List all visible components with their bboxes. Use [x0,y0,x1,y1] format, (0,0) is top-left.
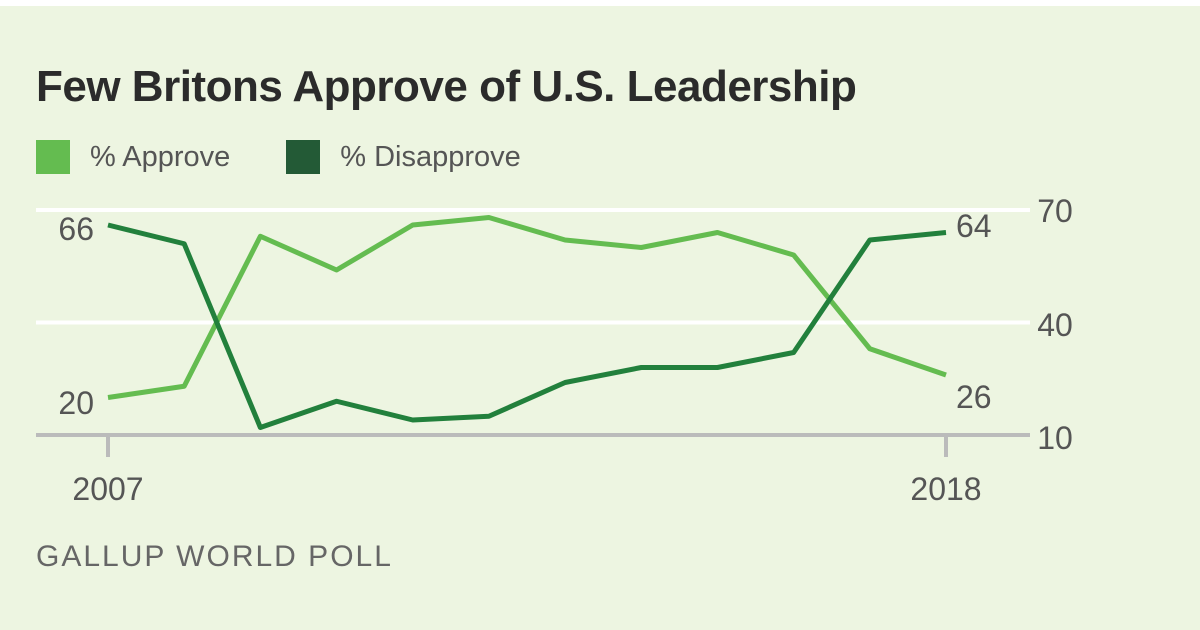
series-line-disapprove [107,222,947,430]
series-line-approve [107,215,947,400]
y-tick-40: 40 [1037,307,1073,343]
y-tick-70: 70 [1037,193,1073,229]
label-approve-start: 20 [58,385,94,421]
x-tick-2007: 2007 [72,471,143,507]
label-disapprove-start: 66 [58,211,94,247]
legend-item-disapprove: % Disapprove [286,140,521,174]
legend-label-disapprove: % Disapprove [340,140,521,173]
label-approve-end: 26 [956,379,992,415]
y-tick-10: 10 [1037,420,1073,456]
legend: % Approve % Disapprove [36,140,577,174]
legend-swatch-approve [36,140,70,174]
label-disapprove-end: 64 [956,208,992,244]
legend-item-approve: % Approve [36,140,230,174]
legend-label-approve: % Approve [90,140,231,173]
x-tick-2018: 2018 [910,471,981,507]
source-note: GALLUP WORLD POLL [36,540,393,573]
chart-title: Few Britons Approve of U.S. Leadership [36,62,857,111]
legend-swatch-disapprove [286,140,321,174]
